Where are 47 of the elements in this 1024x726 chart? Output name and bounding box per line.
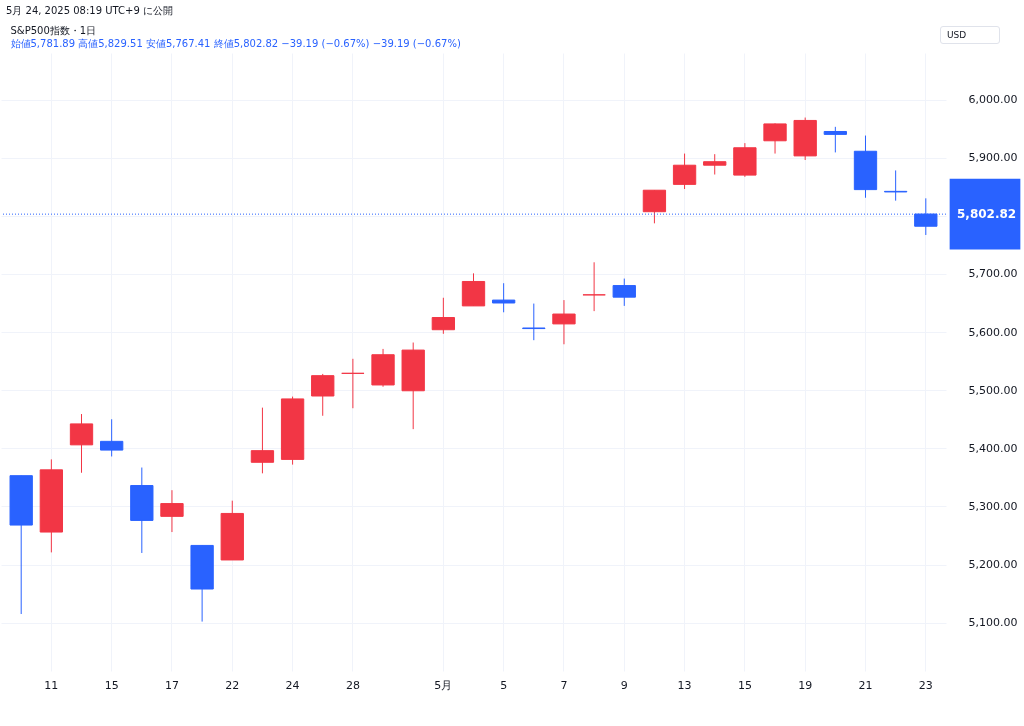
x-tick-label: 11 [44,678,59,692]
candlestick [582,261,606,312]
x-tick-label: 21 [858,678,873,692]
candlestick [612,278,636,307]
candlestick [703,153,727,176]
x-tick-label: 5月 [434,678,453,692]
x-tick-label: 17 [164,678,179,692]
x-tick-label: 9 [620,678,628,692]
candlestick [522,303,546,341]
candlestick [431,297,455,335]
y-tick-label: 5,700.00 [968,267,1018,281]
y-tick-label: 5,100.00 [968,616,1018,630]
candlestick [69,413,94,474]
x-tick-label: 19 [798,678,813,692]
x-tick-label: 7 [560,678,568,692]
candlestick [341,358,365,409]
candlestick [492,282,516,313]
x-tick-label: 15 [104,678,119,692]
x-tick-label: 22 [225,678,240,692]
candlestick [672,153,697,190]
y-tick-label: 5,500.00 [968,383,1018,397]
x-tick-label: 28 [345,678,360,692]
candlestick [552,299,576,345]
y-tick-label: 5,600.00 [968,325,1018,339]
candlestick [763,122,787,155]
text: 5月 24, 2025 08:19 UTC+9 に公開 [5,4,174,18]
y-tick-label: 5,300.00 [968,499,1018,513]
x-tick-label: 5 [500,678,508,692]
text: USD [940,26,1000,44]
candlestick [160,489,184,533]
ref-line-label: 5,802.82 [957,207,1017,222]
x-tick-label: 24 [285,678,300,692]
y-tick-label: 6,000.00 [968,93,1018,107]
candlestick [823,126,847,153]
candlestick [311,373,335,417]
chart-subtitle: 始値5,781.89 高値5,829.51 安値5,767.41 終値5,802.82 −39.19 (−0.67%) −39.19 (−0.67%) [10,38,461,49]
x-tick-label: 15 [737,678,752,692]
candlestick [100,418,124,457]
candlestick [642,189,667,224]
candlestick [883,169,908,202]
y-tick-label: 5,400.00 [968,441,1018,455]
x-tick-label: 23 [918,678,933,692]
candlestick [250,407,275,474]
x-tick-label: 13 [677,678,692,692]
y-tick-label: 5,900.00 [968,151,1018,165]
y-tick-label: 5,200.00 [968,558,1018,572]
chart-title: S&P500指数・1日 [10,25,97,36]
